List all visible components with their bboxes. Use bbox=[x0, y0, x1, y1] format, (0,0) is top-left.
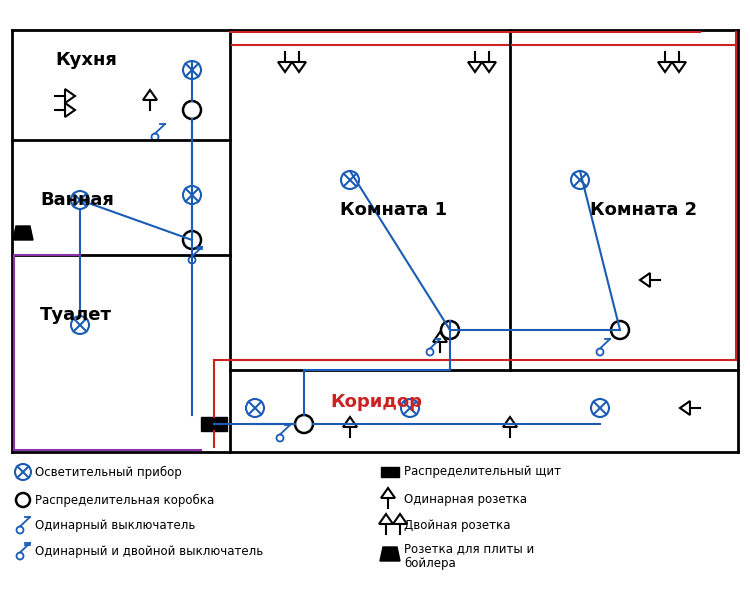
Text: Распределительный щит: Распределительный щит bbox=[404, 466, 561, 479]
Text: Одинарный выключатель: Одинарный выключатель bbox=[35, 520, 195, 533]
Text: Туалет: Туалет bbox=[40, 306, 112, 324]
Text: Двойная розетка: Двойная розетка bbox=[404, 520, 511, 533]
Polygon shape bbox=[380, 547, 400, 561]
Text: Коридор: Коридор bbox=[330, 393, 422, 411]
Text: Ванная: Ванная bbox=[40, 191, 114, 209]
Text: Комната 2: Комната 2 bbox=[590, 201, 698, 219]
Text: Одинарный и двойной выключатель: Одинарный и двойной выключатель bbox=[35, 545, 263, 559]
Text: Одинарная розетка: Одинарная розетка bbox=[404, 493, 527, 506]
Bar bbox=[381, 467, 399, 477]
Text: Распределительная коробка: Распределительная коробка bbox=[35, 493, 214, 506]
Polygon shape bbox=[13, 226, 33, 240]
Bar bbox=[201, 417, 227, 431]
Text: Розетка для плиты и
бойлера: Розетка для плиты и бойлера bbox=[404, 542, 534, 570]
Text: Осветительный прибор: Осветительный прибор bbox=[35, 466, 182, 479]
Text: Комната 1: Комната 1 bbox=[340, 201, 447, 219]
Text: Кухня: Кухня bbox=[55, 51, 117, 69]
